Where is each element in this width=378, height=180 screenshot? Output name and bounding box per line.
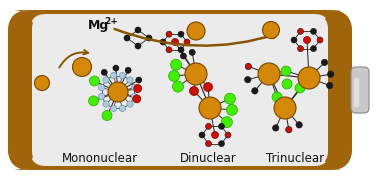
Circle shape [108, 82, 128, 102]
Circle shape [98, 93, 105, 100]
Circle shape [127, 101, 133, 107]
Circle shape [327, 82, 333, 89]
Circle shape [225, 93, 235, 104]
FancyBboxPatch shape [32, 15, 328, 165]
Circle shape [88, 96, 99, 106]
Circle shape [160, 39, 166, 45]
Circle shape [218, 141, 225, 147]
FancyBboxPatch shape [30, 14, 330, 166]
Circle shape [245, 76, 251, 83]
Circle shape [281, 66, 291, 76]
Text: 2+: 2+ [104, 17, 118, 26]
Circle shape [98, 84, 105, 91]
Circle shape [262, 21, 279, 39]
Circle shape [226, 104, 237, 115]
Circle shape [304, 37, 310, 44]
Circle shape [245, 63, 251, 70]
Circle shape [286, 127, 292, 133]
Circle shape [166, 31, 172, 37]
Circle shape [110, 72, 117, 79]
Circle shape [317, 37, 323, 43]
Circle shape [103, 101, 109, 107]
Circle shape [178, 31, 184, 37]
Circle shape [101, 69, 107, 75]
Circle shape [189, 87, 198, 96]
Circle shape [172, 81, 183, 92]
Circle shape [110, 105, 117, 112]
Circle shape [170, 59, 181, 70]
Circle shape [199, 132, 205, 138]
FancyBboxPatch shape [322, 10, 352, 170]
Circle shape [125, 67, 131, 73]
Circle shape [73, 57, 91, 76]
Circle shape [146, 35, 152, 41]
Circle shape [113, 65, 119, 71]
Circle shape [169, 70, 180, 81]
Circle shape [166, 47, 172, 53]
Circle shape [258, 63, 280, 85]
Circle shape [297, 46, 304, 52]
Circle shape [187, 22, 205, 40]
Circle shape [273, 125, 279, 131]
Circle shape [297, 28, 304, 34]
Circle shape [133, 95, 141, 103]
Bar [354, 78, 358, 106]
Text: Trinuclear: Trinuclear [266, 152, 324, 165]
Circle shape [134, 85, 142, 93]
Circle shape [34, 75, 50, 91]
Circle shape [189, 49, 195, 55]
Circle shape [310, 46, 316, 52]
Circle shape [185, 63, 207, 85]
Circle shape [206, 141, 212, 147]
Circle shape [178, 47, 184, 53]
Circle shape [225, 132, 231, 138]
Circle shape [321, 59, 328, 66]
Circle shape [131, 93, 138, 100]
Circle shape [124, 35, 130, 41]
Text: Dinuclear: Dinuclear [180, 152, 236, 165]
Circle shape [172, 39, 178, 46]
Circle shape [135, 43, 141, 49]
Circle shape [136, 77, 142, 83]
Circle shape [119, 72, 125, 79]
Circle shape [180, 53, 186, 59]
Circle shape [131, 84, 138, 91]
Circle shape [252, 88, 258, 94]
Circle shape [222, 117, 232, 128]
Circle shape [206, 123, 212, 129]
FancyBboxPatch shape [351, 67, 369, 113]
FancyBboxPatch shape [8, 10, 352, 170]
Circle shape [282, 79, 292, 89]
Circle shape [90, 76, 99, 86]
Circle shape [296, 122, 302, 128]
Circle shape [218, 123, 225, 129]
Text: Mg: Mg [88, 19, 109, 32]
Circle shape [127, 77, 133, 83]
Circle shape [184, 39, 190, 45]
Circle shape [199, 97, 221, 119]
Circle shape [103, 77, 109, 83]
Circle shape [119, 105, 125, 112]
Circle shape [291, 37, 297, 43]
Circle shape [212, 132, 218, 138]
Circle shape [274, 97, 296, 119]
Circle shape [310, 28, 316, 34]
FancyBboxPatch shape [8, 10, 34, 170]
Circle shape [298, 67, 320, 89]
Circle shape [327, 71, 334, 77]
Circle shape [102, 111, 112, 121]
Circle shape [272, 92, 282, 102]
Circle shape [203, 82, 212, 91]
Text: Mononuclear: Mononuclear [62, 152, 138, 165]
Circle shape [295, 83, 305, 93]
Circle shape [135, 27, 141, 33]
